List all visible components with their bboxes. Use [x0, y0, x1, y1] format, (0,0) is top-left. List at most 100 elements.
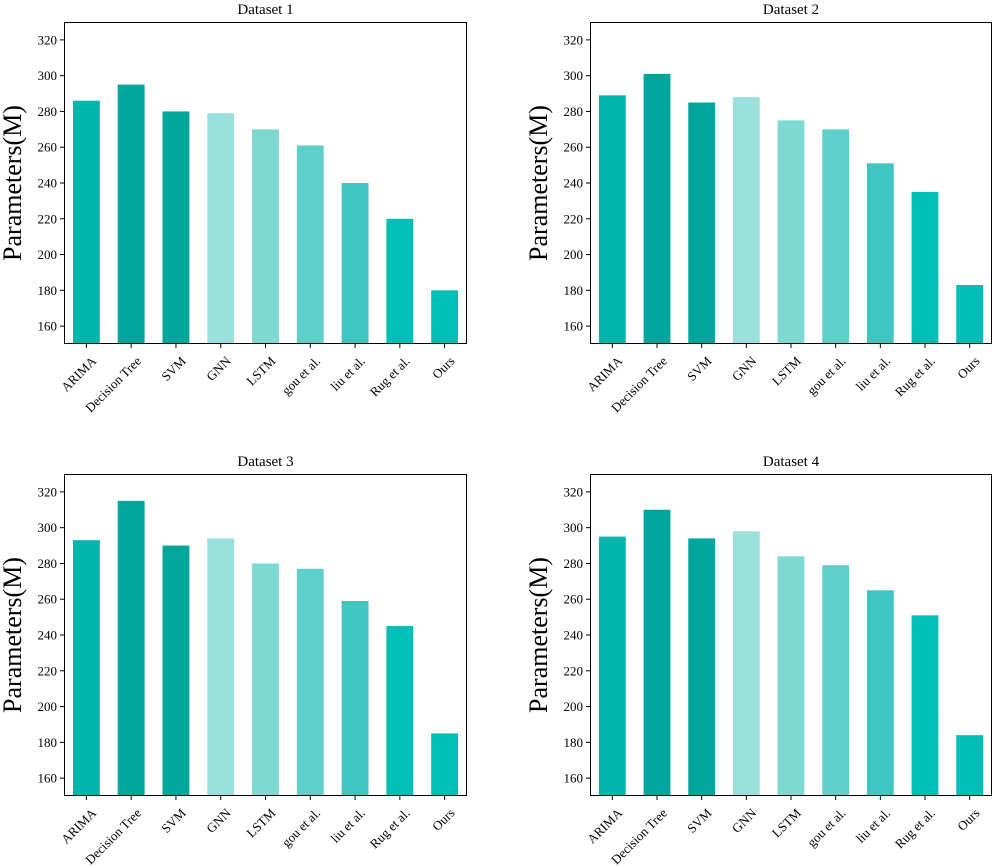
x-tick-label: liu et al. — [853, 353, 893, 393]
bar-lstm — [252, 563, 279, 796]
y-tick-label: 260 — [38, 592, 58, 607]
chart-title: Dataset 4 — [763, 454, 820, 470]
y-axis-label: Parameters(M) — [524, 557, 553, 713]
bar-group — [72, 500, 459, 796]
y-tick-label: 160 — [564, 319, 584, 334]
x-tick-label: Rug et al. — [367, 353, 413, 399]
y-tick-label: 160 — [38, 319, 58, 334]
y-tick-label: 160 — [564, 771, 584, 786]
x-tick-label: Ours — [954, 353, 982, 381]
bar-arima — [598, 95, 626, 344]
bar-gou-et-al — [296, 568, 324, 796]
bar-ours — [956, 735, 984, 796]
bar-rug-et-al — [386, 626, 414, 796]
plot-frame — [64, 22, 467, 344]
x-tick-label: ARIMA — [584, 353, 626, 395]
y-tick-label: 240 — [38, 176, 58, 191]
bar-gou-et-al — [822, 129, 850, 344]
bar-liu-et-al — [866, 590, 894, 796]
y-tick-label: 180 — [564, 283, 584, 298]
bar-ours — [956, 284, 984, 344]
y-tick-label: 280 — [564, 556, 584, 571]
y-tick-label: 220 — [564, 663, 584, 678]
x-tick-label: liu et al. — [327, 353, 367, 393]
x-tick-label: Ours — [429, 353, 457, 381]
x-tick-label: SVM — [684, 805, 715, 836]
y-tick-label: 180 — [38, 283, 58, 298]
bar-gnn — [207, 538, 235, 796]
bar-group — [598, 509, 984, 796]
bar-gnn — [732, 97, 760, 344]
bar-lstm — [252, 129, 279, 344]
bar-arima — [72, 100, 100, 345]
y-tick-label: 220 — [564, 211, 584, 226]
x-tick-label: gou et al. — [279, 353, 324, 398]
bar-decision-tree — [117, 500, 145, 796]
bar-decision-tree — [643, 509, 671, 796]
y-tick-label: 280 — [38, 556, 58, 571]
x-tick-label: liu et al. — [853, 805, 893, 845]
y-tick-label: 300 — [564, 520, 584, 535]
x-tick-label: gou et al. — [279, 805, 324, 850]
bar-decision-tree — [643, 73, 671, 344]
bar-group — [598, 73, 984, 344]
plot-frame — [64, 474, 467, 796]
y-tick-label: 220 — [38, 663, 58, 678]
y-axis-label: Parameters(M) — [524, 105, 553, 261]
bar-liu-et-al — [866, 163, 894, 344]
x-tick-label: Rug et al. — [892, 353, 938, 399]
x-tick-label: liu et al. — [327, 805, 367, 845]
bar-rug-et-al — [911, 615, 939, 796]
x-tick-label: GNN — [729, 805, 760, 836]
bar-gnn — [732, 531, 760, 796]
x-tick-label: GNN — [203, 805, 234, 836]
x-tick-label: ARIMA — [584, 805, 626, 847]
bar-arima — [72, 540, 100, 796]
x-tick-label: SVM — [158, 805, 189, 836]
y-tick-label: 260 — [564, 140, 584, 155]
y-tick-label: 320 — [564, 32, 584, 47]
y-tick-label: 320 — [564, 484, 584, 499]
bar-ours — [431, 733, 459, 796]
y-tick-label: 240 — [564, 176, 584, 191]
y-tick-label: 200 — [38, 699, 58, 714]
x-tick-label: LSTM — [769, 353, 804, 388]
bar-svm — [688, 538, 716, 796]
chart-panel-2: 160180200220240260280300320ARIMADecision… — [524, 2, 992, 415]
y-tick-label: 240 — [38, 628, 58, 643]
y-axis-label: Parameters(M) — [0, 557, 27, 713]
x-tick-label: gou et al. — [804, 353, 849, 398]
chart-title: Dataset 2 — [763, 2, 819, 18]
chart-panel-3: 160180200220240260280300320ARIMADecision… — [0, 454, 467, 867]
bar-lstm — [777, 556, 805, 796]
y-tick-label: 260 — [564, 592, 584, 607]
bar-decision-tree — [117, 84, 145, 345]
y-tick-label: 280 — [38, 104, 58, 119]
chart-title: Dataset 3 — [237, 454, 293, 470]
x-tick-label: Ours — [954, 805, 982, 833]
bar-gou-et-al — [296, 145, 324, 344]
y-tick-label: 280 — [564, 104, 584, 119]
y-tick-label: 300 — [564, 68, 584, 83]
bar-rug-et-al — [386, 218, 414, 344]
bar-lstm — [777, 120, 805, 344]
bar-group — [72, 84, 459, 345]
x-tick-label: SVM — [684, 353, 715, 384]
y-tick-label: 180 — [564, 735, 584, 750]
x-tick-label: GNN — [729, 353, 760, 384]
x-tick-label: Rug et al. — [892, 805, 938, 851]
chart-panel-4: 160180200220240260280300320ARIMADecision… — [524, 454, 992, 867]
y-tick-label: 220 — [38, 211, 58, 226]
chart-panel-1: 160180200220240260280300320ARIMADecision… — [0, 2, 467, 415]
bar-ours — [431, 290, 459, 344]
y-tick-label: 320 — [38, 484, 58, 499]
x-tick-label: LSTM — [769, 805, 804, 840]
x-tick-label: Rug et al. — [367, 805, 413, 851]
y-tick-label: 160 — [38, 771, 58, 786]
y-tick-label: 200 — [564, 699, 584, 714]
y-tick-label: 180 — [38, 735, 58, 750]
bar-liu-et-al — [341, 183, 369, 344]
bar-gnn — [207, 113, 235, 344]
y-tick-label: 200 — [564, 247, 584, 262]
chart-title: Dataset 1 — [237, 2, 293, 18]
